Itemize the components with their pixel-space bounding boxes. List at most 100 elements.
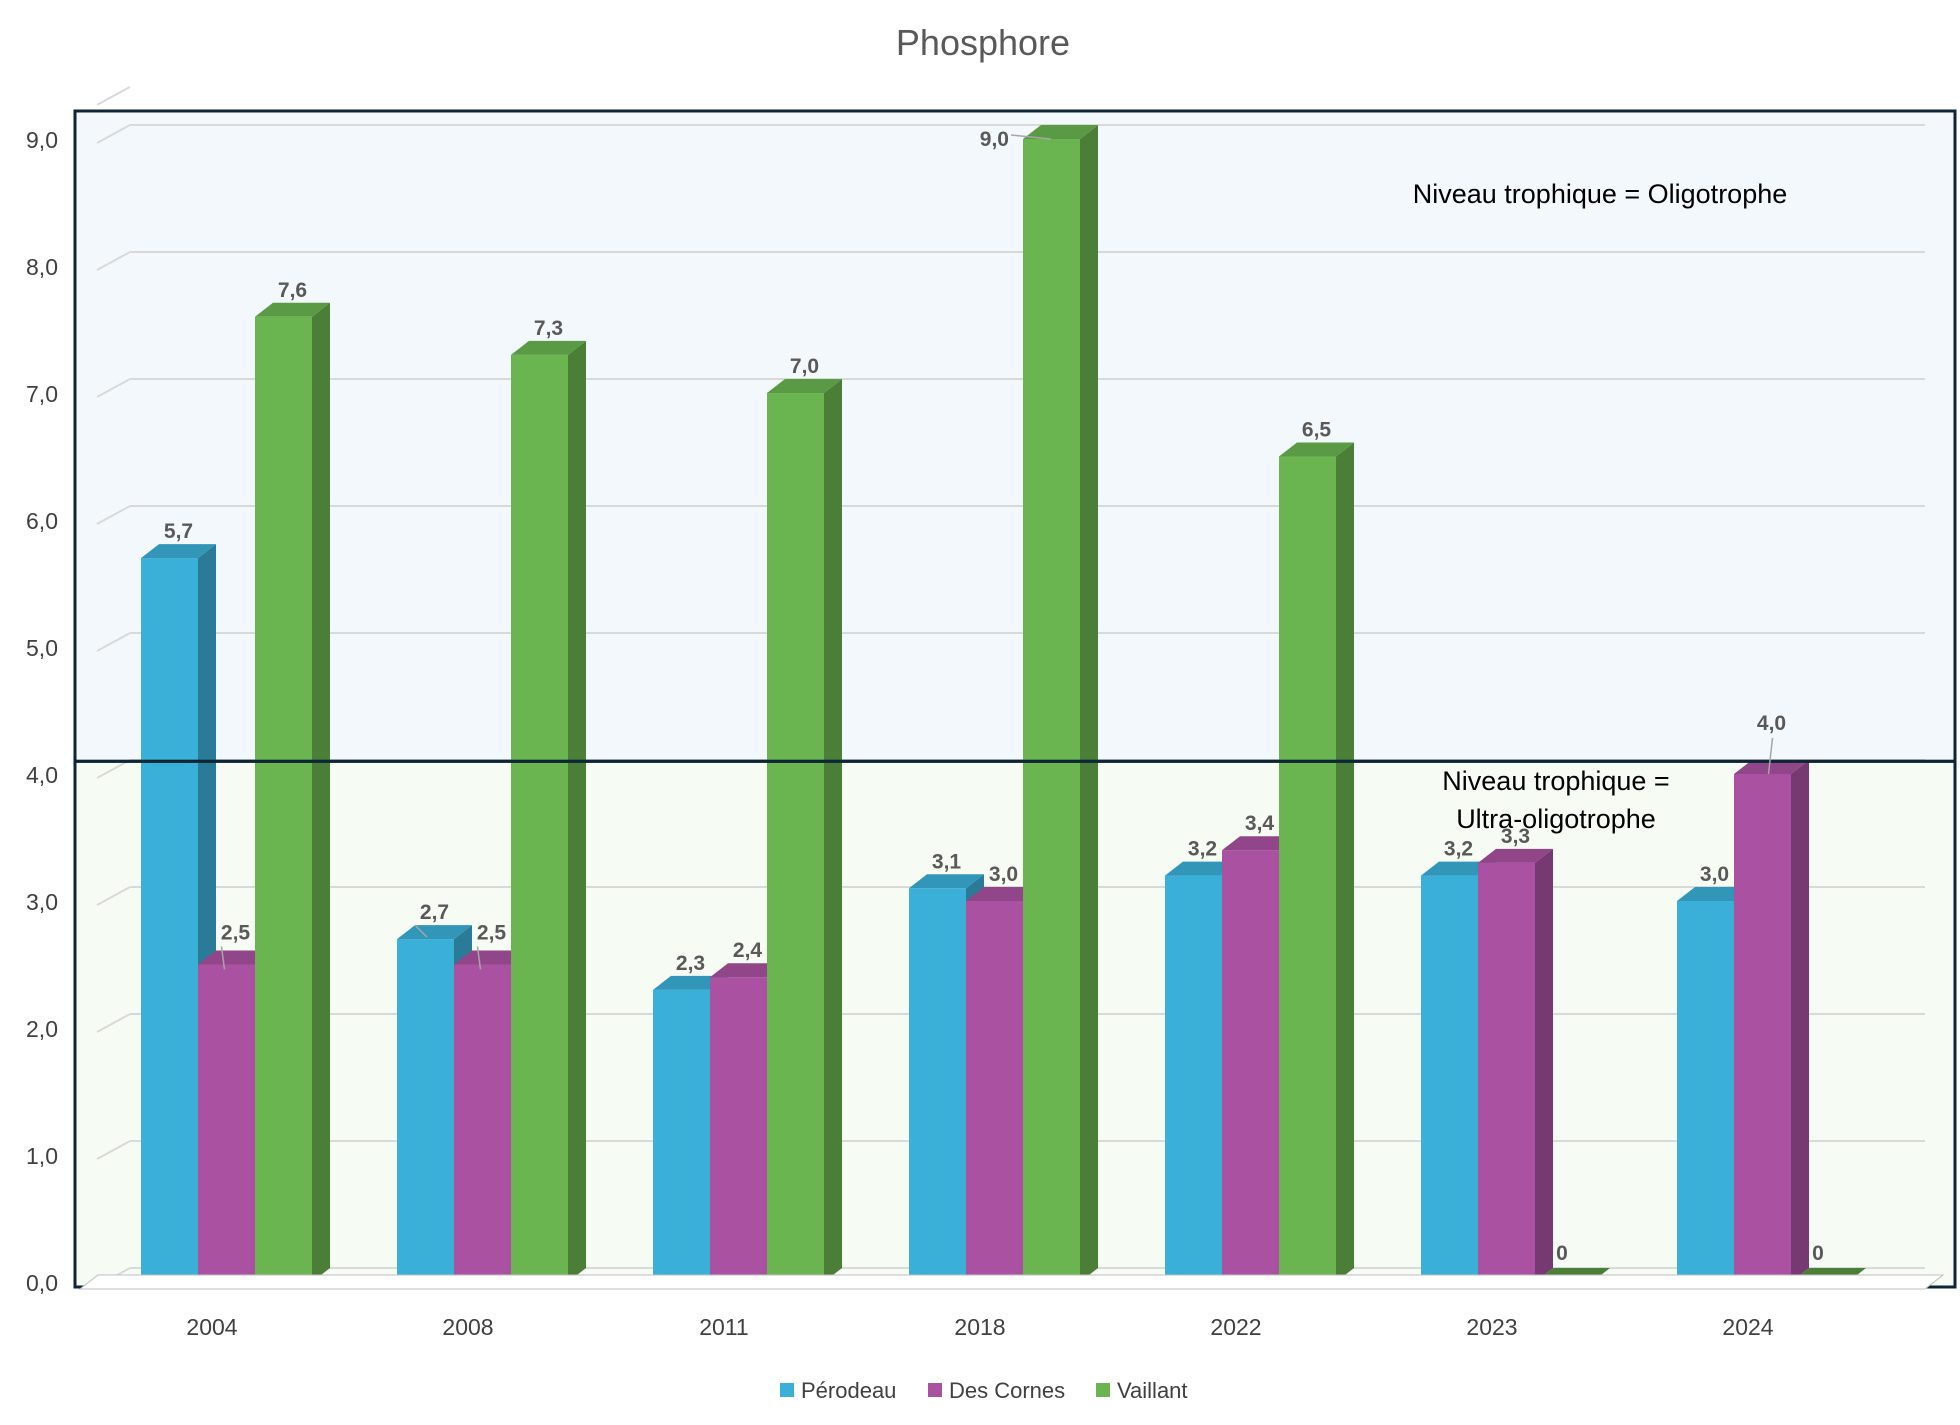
bar-top (454, 950, 529, 965)
x-tick-label: 2008 (442, 1314, 493, 1340)
data-label: 6,5 (1302, 419, 1332, 442)
legend-swatch (928, 1383, 942, 1397)
legend-label: Pérodeau (801, 1378, 896, 1403)
data-label: 2,5 (221, 922, 251, 945)
bar-front (397, 939, 454, 1282)
x-tick-label: 2011 (699, 1314, 748, 1340)
y-tick-label: 2,0 (26, 1016, 58, 1042)
bar-side (1080, 125, 1098, 1282)
x-tick-label: 2004 (186, 1314, 237, 1340)
y-tick-label: 3,0 (26, 889, 58, 915)
y-tick-label: 9,0 (26, 127, 58, 153)
legend-label: Vaillant (1117, 1378, 1188, 1403)
gridline-depth (96, 86, 131, 106)
bar-top (653, 975, 728, 990)
bar-front (1677, 901, 1734, 1282)
data-label: 2,5 (477, 922, 507, 945)
chart-floor (78, 1274, 1945, 1290)
y-tick-label: 0,0 (26, 1270, 58, 1296)
data-label: 3,2 (1188, 838, 1217, 861)
bar-top (1222, 836, 1297, 851)
bar-top (710, 963, 785, 978)
bar-front (1734, 774, 1791, 1282)
data-label-leader (1767, 737, 1774, 775)
bar-front (511, 354, 568, 1282)
x-tick-label: 2022 (1210, 1314, 1261, 1340)
data-label: 4,0 (1757, 712, 1786, 735)
gridline-depth (96, 632, 131, 652)
bar-front (454, 964, 511, 1282)
bar-front (653, 989, 710, 1282)
bar-2008-vaillant (511, 340, 586, 1282)
gridline-depth (96, 378, 131, 398)
y-tick-label: 6,0 (26, 508, 58, 534)
data-label: 3,1 (932, 850, 962, 873)
bar-top (1478, 848, 1553, 863)
y-tick-label: 7,0 (26, 381, 58, 407)
bar-top (1734, 760, 1809, 774)
bar-front (767, 393, 824, 1282)
legend-label: Des Cornes (949, 1378, 1065, 1403)
bar-2018-vaillant (1023, 125, 1098, 1282)
gridline-depth (96, 1140, 131, 1160)
y-tick-label: 4,0 (26, 762, 58, 788)
data-label: 7,0 (790, 355, 819, 378)
bar-top (198, 950, 273, 965)
data-label: 2,3 (676, 952, 705, 975)
data-label: 7,3 (534, 317, 563, 340)
gridline-depth (96, 251, 131, 271)
gridline-depth (96, 759, 131, 779)
zone-label-ultra-oligotrophe: Ultra-oligotrophe (1456, 804, 1656, 834)
gridline-depth (96, 1013, 131, 1033)
zone-label-oligotrophe: Niveau trophique = Oligotrophe (1413, 179, 1788, 209)
x-tick-label: 2023 (1466, 1314, 1517, 1340)
bar-top (767, 379, 842, 393)
bar-side (312, 302, 330, 1282)
gridline-depth (96, 124, 131, 144)
bar-top (397, 925, 472, 940)
x-tick-label: 2024 (1722, 1314, 1773, 1340)
bar-top (511, 340, 586, 355)
data-label: 9,0 (980, 128, 1009, 151)
bar-front (1279, 456, 1336, 1282)
bar-top (1677, 887, 1752, 901)
data-label: 2,4 (733, 939, 763, 962)
data-label: 2,7 (420, 901, 449, 924)
bar-2004-vaillant (255, 302, 330, 1282)
bar-top (141, 544, 216, 559)
y-tick-label: 8,0 (26, 254, 58, 280)
bar-2022-vaillant (1279, 442, 1354, 1282)
data-label: 5,7 (164, 520, 193, 543)
legend-item-vaillant: Vaillant (1096, 1378, 1188, 1403)
data-label: 0 (1556, 1242, 1568, 1265)
bar-side (1535, 848, 1553, 1282)
bar-front (255, 316, 312, 1282)
bar-front (909, 888, 966, 1282)
data-label: 0 (1812, 1242, 1824, 1265)
bar-front (1421, 875, 1478, 1282)
data-label: 3,4 (1245, 812, 1275, 835)
bar-side (1791, 760, 1809, 1282)
bar-2011-vaillant (767, 379, 842, 1282)
gridline-depth (96, 505, 131, 525)
legend-swatch (780, 1383, 794, 1397)
bar-front (1478, 862, 1535, 1282)
y-tick-label: 5,0 (26, 635, 58, 661)
bar-top (1421, 861, 1496, 876)
data-label: 3,0 (989, 863, 1018, 886)
data-label-leader (414, 924, 428, 938)
bar-2023-des-cornes (1478, 848, 1553, 1282)
data-label-leader (476, 946, 482, 970)
legend-item-des-cornes: Des Cornes (928, 1378, 1065, 1403)
bar-top (255, 302, 330, 317)
legend-item-pérodeau: Pérodeau (780, 1378, 896, 1403)
data-label-leader (1010, 134, 1052, 140)
legend: Pérodeau Des Cornes Vaillant (780, 1378, 1188, 1403)
bar-top (1279, 442, 1354, 457)
legend-swatch (1096, 1383, 1110, 1397)
zone-label-ultra-oligotrophe: Niveau trophique = (1442, 766, 1669, 796)
bar-side (824, 379, 842, 1282)
data-label: 3,0 (1700, 863, 1729, 886)
chart-title: Phosphore (896, 22, 1070, 63)
